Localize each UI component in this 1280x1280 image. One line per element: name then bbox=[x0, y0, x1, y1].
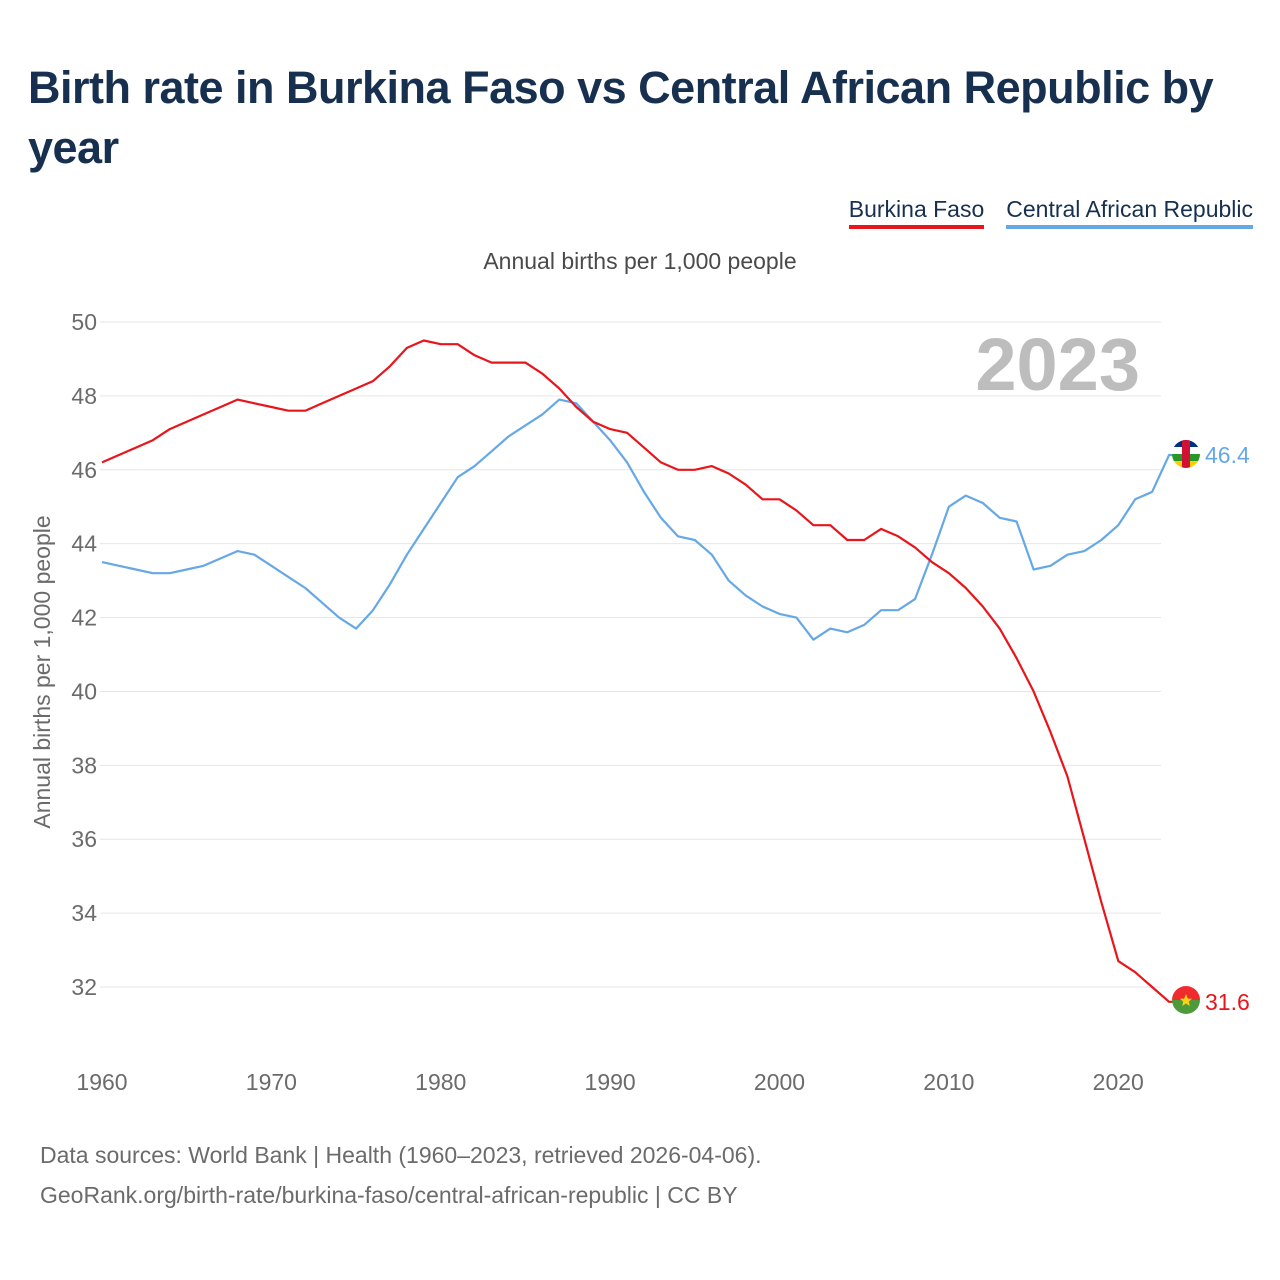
legend: Burkina Faso Central African Republic bbox=[848, 196, 1253, 229]
source-note: Data sources: World Bank | Health (1960–… bbox=[40, 1135, 762, 1215]
end-value-label-central-african-republic: 46.4 bbox=[1205, 442, 1250, 468]
y-tick-label: 48 bbox=[71, 383, 97, 409]
x-axis-ticks: 1960 1970 1980 1990 2000 2010 2020 bbox=[76, 1069, 1143, 1095]
gridlines bbox=[100, 321, 1161, 988]
x-tick-label: 1980 bbox=[415, 1069, 466, 1095]
central-african-republic-flag-icon bbox=[1172, 440, 1200, 468]
burkina-faso-flag-icon bbox=[1172, 986, 1200, 1014]
legend-item-burkina-faso[interactable]: Burkina Faso bbox=[848, 196, 985, 229]
year-label: 2023 bbox=[975, 323, 1140, 406]
x-tick-label: 2000 bbox=[754, 1069, 805, 1095]
chart-title: Birth rate in Burkina Faso vs Central Af… bbox=[28, 62, 1214, 173]
source-line-1: Data sources: World Bank | Health (1960–… bbox=[40, 1142, 762, 1168]
legend-item-central-african-republic[interactable]: Central African Republic bbox=[1006, 196, 1253, 229]
x-tick-label: 1990 bbox=[585, 1069, 636, 1095]
y-axis-label: Annual births per 1,000 people bbox=[29, 515, 55, 828]
x-tick-label: 1960 bbox=[76, 1069, 127, 1095]
y-tick-label: 36 bbox=[71, 826, 97, 852]
y-tick-label: 46 bbox=[71, 457, 97, 483]
series-line-central-african-republic bbox=[101, 398, 1186, 641]
x-tick-label: 1970 bbox=[246, 1069, 297, 1095]
x-tick-label: 2020 bbox=[1093, 1069, 1144, 1095]
y-tick-label: 42 bbox=[71, 605, 97, 631]
y-tick-label: 38 bbox=[71, 752, 97, 778]
x-tick-label: 2010 bbox=[923, 1069, 974, 1095]
y-tick-label: 32 bbox=[71, 974, 97, 1000]
y-tick-label: 50 bbox=[71, 309, 97, 335]
line-chart: 32 34 36 38 40 42 44 46 48 50 1960 1970 1980 1990 200… bbox=[29, 309, 1250, 1095]
chart-subtitle: Annual births per 1,000 people bbox=[483, 248, 797, 274]
y-tick-label: 34 bbox=[71, 900, 97, 926]
source-line-2[interactable]: GeoRank.org/birth-rate/burkina-faso/cent… bbox=[40, 1182, 738, 1208]
end-value-label-burkina-faso: 31.6 bbox=[1205, 989, 1250, 1015]
y-tick-label: 44 bbox=[71, 531, 97, 557]
y-tick-label: 40 bbox=[71, 678, 97, 704]
series-line-burkina-faso bbox=[101, 339, 1186, 1003]
y-axis-ticks: 32 34 36 38 40 42 44 46 48 50 bbox=[71, 309, 97, 1000]
